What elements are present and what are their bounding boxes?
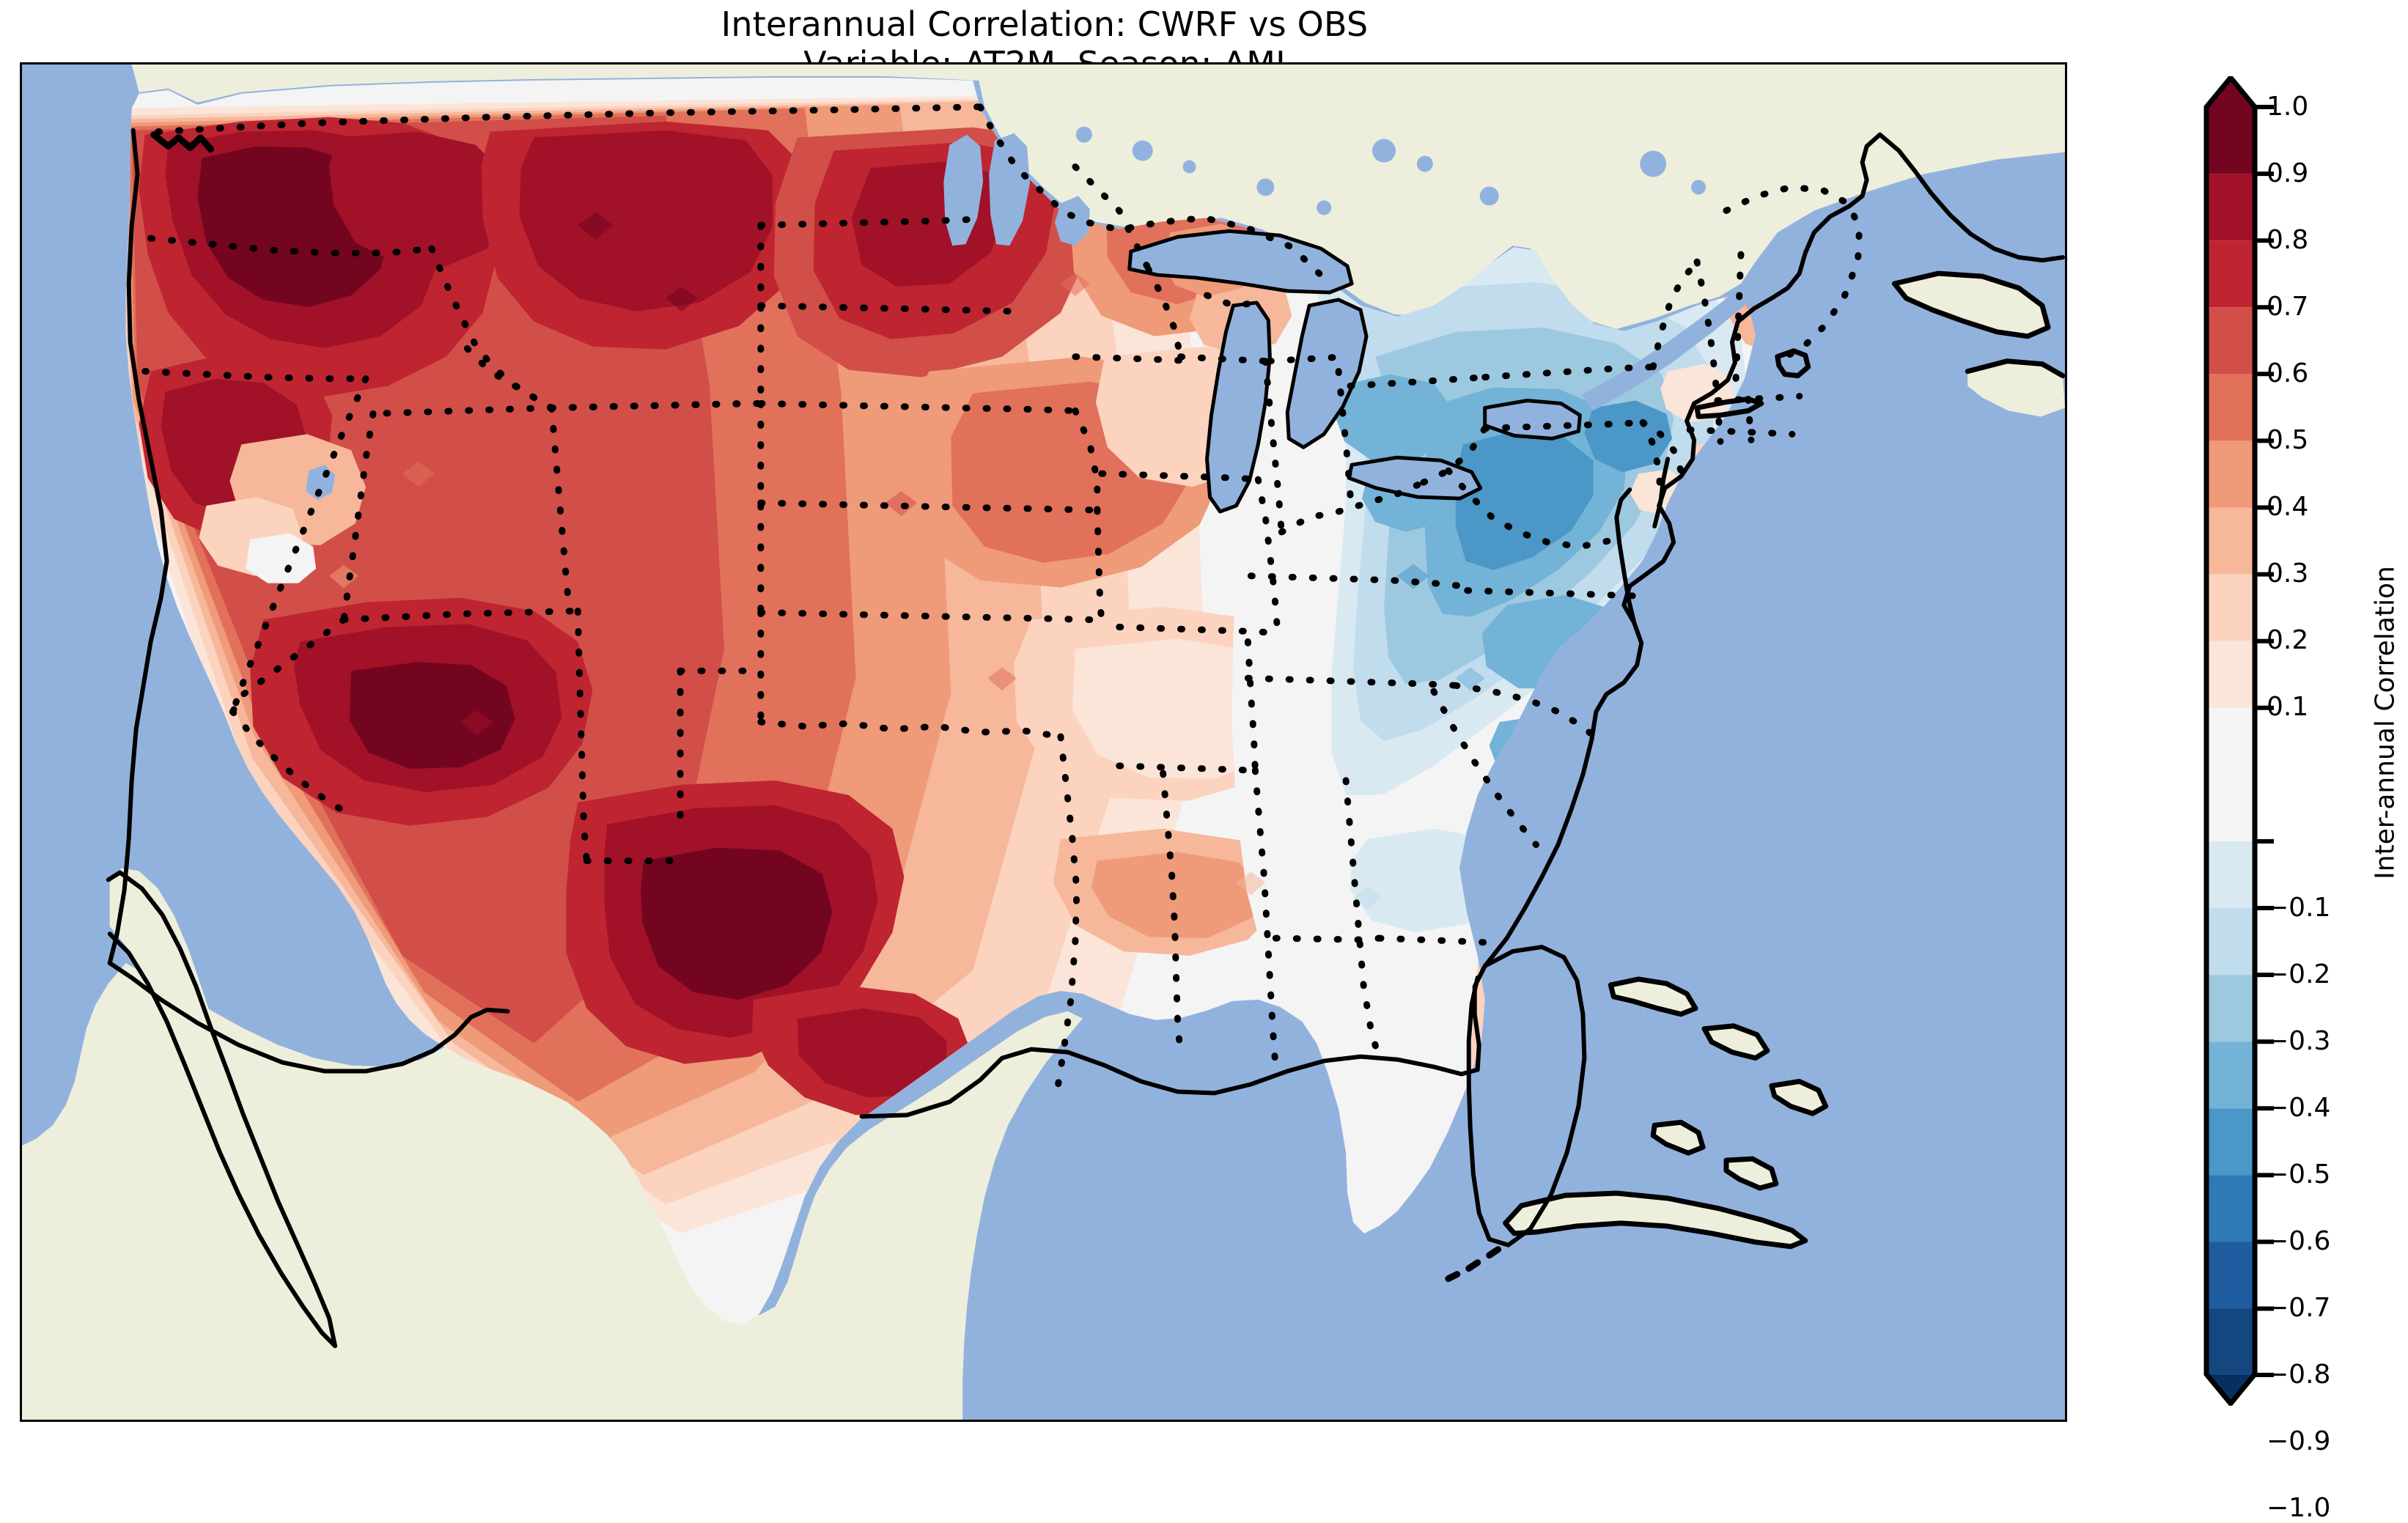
colorbar-tick-label: −0.6 bbox=[2267, 1225, 2331, 1256]
colorbar-tick-label: 0.9 bbox=[2267, 158, 2309, 189]
colorbar-axis-label-text: Inter-annual Correlation bbox=[2370, 565, 2401, 879]
colorbar-tick-label: −0.5 bbox=[2267, 1159, 2331, 1190]
colorbar-tick-label: −0.9 bbox=[2267, 1426, 2331, 1457]
colorbar-tick-label: 0.3 bbox=[2267, 558, 2309, 589]
colorbar-tick-label: −0.7 bbox=[2267, 1292, 2331, 1323]
colorbar-tick-label: −1.0 bbox=[2267, 1493, 2331, 1523]
colorbar-tick-labels: 1.0 0.9 0.8 0.7 0.6 0.5 0.4 0.3 0.2 0.1 −0.1 −0.2 −0… bbox=[2267, 94, 2362, 1522]
colorbar-bands bbox=[2205, 76, 2256, 1406]
correlation-map bbox=[22, 64, 2065, 1420]
colorbar-tick-label: 0.5 bbox=[2267, 425, 2309, 456]
colorbar-tick-label: 1.0 bbox=[2267, 92, 2309, 122]
colorbar[interactable] bbox=[2203, 76, 2274, 1406]
colorbar-tick-label: 0.2 bbox=[2267, 625, 2309, 656]
colorbar-tick-label: 0.4 bbox=[2267, 492, 2309, 523]
colorbar-tick-label: −0.8 bbox=[2267, 1360, 2331, 1390]
colorbar-gradient bbox=[2203, 76, 2274, 1406]
colorbar-tick-label: −0.4 bbox=[2267, 1092, 2331, 1123]
colorbar-ticks bbox=[2255, 105, 2274, 1377]
map-axes[interactable] bbox=[20, 62, 2067, 1422]
coastlines bbox=[106, 128, 2065, 1349]
colorbar-tick-label: 0.6 bbox=[2267, 358, 2309, 389]
colorbar-tick-label: −0.3 bbox=[2267, 1025, 2331, 1056]
colorbar-tick-label: 0.7 bbox=[2267, 292, 2309, 322]
land-outside-domain bbox=[22, 64, 2065, 1420]
figure-canvas: Interannual Correlation: CWRF vs OBS Var… bbox=[20, 0, 2407, 1522]
colorbar-tick-label: 0.1 bbox=[2267, 692, 2309, 723]
colorbar-tick-label: −0.2 bbox=[2267, 959, 2331, 989]
colorbar-axis-label: Inter-annual Correlation bbox=[2363, 0, 2407, 1445]
title-line-1: Interannual Correlation: CWRF vs OBS bbox=[721, 4, 1369, 44]
colorbar-tick-label: 0.8 bbox=[2267, 225, 2309, 256]
state-borders bbox=[141, 103, 1863, 1091]
colorbar-tick-label: −0.1 bbox=[2267, 892, 2331, 923]
